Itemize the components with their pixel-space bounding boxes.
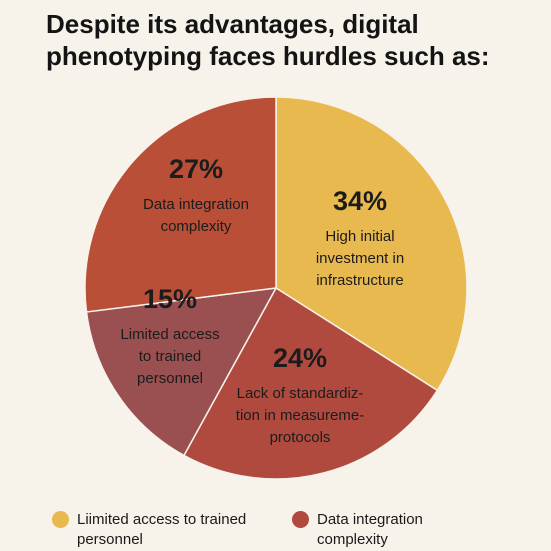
chart-title: Despite its advantages, digital phenotyp… [46, 8, 546, 72]
legend-item-1-line-2: personnel [77, 531, 143, 548]
legend-item-1-line-1: Liimited access to trained [77, 511, 247, 528]
pie-slice-3 [85, 287, 278, 457]
legend-item-2-line-1: Data integration [317, 511, 423, 528]
slice-percent-label-3: 15% [143, 284, 197, 314]
slice-percent-label-1: 34% [333, 186, 387, 216]
chart-title-line-2: phenotyping faces hurdles such as: [46, 41, 490, 71]
slice-name-label-4-line-2: complexity [161, 218, 232, 235]
chart-title-line-1: Despite its advantages, digital [46, 9, 419, 39]
legend-item-2: Data integration complexity [292, 510, 423, 550]
legend-item-1: Liimited access to trained personnel [52, 510, 246, 550]
legend-swatch-2 [292, 511, 309, 528]
slice-name-label-3-line-3: personnel [137, 370, 203, 387]
slice-name-label-3-line-1: Limited access [120, 326, 219, 343]
pie-slice-2 [182, 286, 439, 480]
legend-swatch-1 [52, 511, 69, 528]
legend-item-2-line-2: complexity [317, 531, 388, 548]
slice-name-label-1-line-1: High initial [325, 228, 394, 245]
slice-name-label-3-line-2: to trained [139, 348, 202, 365]
slice-name-label-2-line-1: Lack of standardiz- [237, 385, 364, 402]
slice-name-label-1-line-3: infrastructure [316, 272, 404, 289]
slice-name-label-1-line-2: investment in [316, 250, 404, 267]
pie-slice-4 [84, 96, 277, 313]
slice-percent-label-2: 24% [273, 343, 327, 373]
slice-name-label-2-line-3: protocols [270, 429, 331, 446]
pie-slice-1 [275, 96, 468, 392]
slice-name-label-4-line-1: Data integration [143, 196, 249, 213]
slice-percent-label-4: 27% [169, 154, 223, 184]
slice-name-label-2-line-2: tion in measureme- [236, 407, 364, 424]
